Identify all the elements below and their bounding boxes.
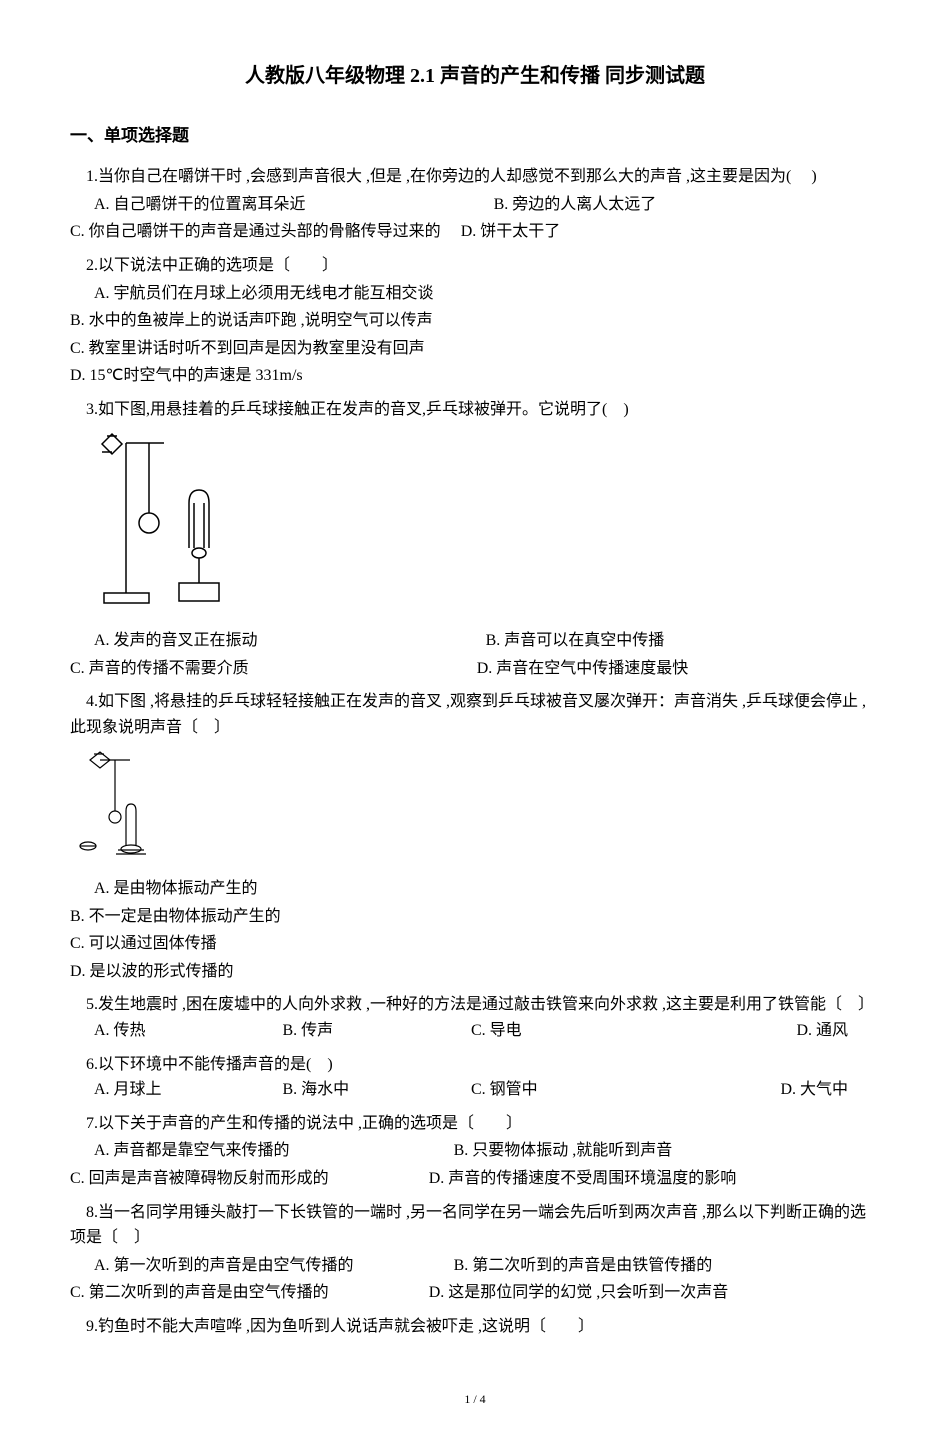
q8-option-d: D. 这是那位同学的幻觉 ,只会听到一次声音 (429, 1284, 729, 1301)
q3-row2: C. 声音的传播不需要介质 D. 声音在空气中传播速度最快 (70, 656, 880, 682)
q8-option-a: A. 第一次听到的声音是由空气传播的 (94, 1257, 354, 1274)
q3-option-a: A. 发声的音叉正在振动 (94, 632, 258, 649)
q5-options: A. 传热 B. 传声 C. 导电 D. 通风 (70, 1018, 880, 1044)
q2-option-d: D. 15℃时空气中的声速是 331m/s (70, 363, 880, 389)
question-7: 7.以下关于声音的产生和传播的说法中 ,正确的选项是〔 〕 (70, 1111, 880, 1137)
question-1: 1.当你自己在嚼饼干时 ,会感到声音很大 ,但是 ,在你旁边的人却感觉不到那么大… (70, 164, 880, 190)
q4-option-d: D. 是以波的形式传播的 (70, 959, 880, 985)
q2-option-a: A. 宇航员们在月球上必须用无线电才能互相交谈 (94, 281, 880, 307)
question-8: 8.当一名同学用锤头敲打一下长铁管的一端时 ,另一名同学在另一端会先后听到两次声… (70, 1200, 880, 1251)
q6-option-a: A. 月球上 (94, 1077, 283, 1103)
q4-figure-icon (78, 746, 153, 856)
q1-option-c: C. 你自己嚼饼干的声音是通过头部的骨骼传导过来的 (70, 223, 441, 240)
q7-option-c: C. 回声是声音被障碍物反射而形成的 (70, 1170, 329, 1187)
q3-option-d: D. 声音在空气中传播速度最快 (477, 660, 689, 677)
q2-option-b: B. 水中的鱼被岸上的说话声吓跑 ,说明空气可以传声 (70, 308, 880, 334)
q5-option-b: B. 传声 (283, 1018, 472, 1044)
q6-option-d: D. 大气中 (660, 1077, 849, 1103)
q4-option-b: B. 不一定是由物体振动产生的 (70, 904, 880, 930)
q5-option-a: A. 传热 (94, 1018, 283, 1044)
q2-option-c: C. 教室里讲话时听不到回声是因为教室里没有回声 (70, 336, 880, 362)
q3-option-c: C. 声音的传播不需要介质 (70, 660, 249, 677)
page-number: 1 / 4 (70, 1390, 880, 1409)
question-4: 4.如下图 ,将悬挂的乒乓球轻轻接触正在发声的音叉 ,观察到乒乓球被音叉屡次弹开… (70, 689, 880, 740)
q8-option-c: C. 第二次听到的声音是由空气传播的 (70, 1284, 329, 1301)
q1-option-b: B. 旁边的人离人太远了 (494, 196, 657, 213)
q6-options: A. 月球上 B. 海水中 C. 钢管中 D. 大气中 (70, 1077, 880, 1103)
q8-row2: C. 第二次听到的声音是由空气传播的 D. 这是那位同学的幻觉 ,只会听到一次声… (70, 1280, 880, 1306)
q8-option-b: B. 第二次听到的声音是由铁管传播的 (454, 1257, 713, 1274)
q4-option-a: A. 是由物体振动产生的 (94, 876, 880, 902)
question-9: 9.钓鱼时不能大声喧哗 ,因为鱼听到人说话声就会被吓走 ,这说明〔 〕 (70, 1314, 880, 1340)
q7-option-b: B. 只要物体振动 ,就能听到声音 (454, 1142, 673, 1159)
q1-option-a: A. 自己嚼饼干的位置离耳朵近 (94, 196, 306, 213)
section-heading: 一、单项选择题 (70, 122, 880, 149)
q3-option-b: B. 声音可以在真空中传播 (486, 632, 665, 649)
question-6: 6.以下环境中不能传播声音的是( ) (70, 1052, 880, 1078)
question-3: 3.如下图,用悬挂着的乒乓球接触正在发声的音叉,乒乓球被弹开。它说明了( ) (70, 397, 880, 423)
q1-row1: A. 自己嚼饼干的位置离耳朵近 B. 旁边的人离人太远了 (70, 192, 880, 218)
q6-option-c: C. 钢管中 (471, 1077, 660, 1103)
q3-figure-icon (94, 428, 224, 608)
question-2: 2.以下说法中正确的选项是〔 〕 (70, 253, 880, 279)
page-title: 人教版八年级物理 2.1 声音的产生和传播 同步测试题 (70, 60, 880, 92)
q5-option-d: D. 通风 (660, 1018, 849, 1044)
q7-row1: A. 声音都是靠空气来传播的 B. 只要物体振动 ,就能听到声音 (70, 1138, 880, 1164)
q8-row1: A. 第一次听到的声音是由空气传播的 B. 第二次听到的声音是由铁管传播的 (70, 1253, 880, 1279)
q7-option-d: D. 声音的传播速度不受周围环境温度的影响 (429, 1170, 737, 1187)
q1-row2: C. 你自己嚼饼干的声音是通过头部的骨骼传导过来的 D. 饼干太干了 (70, 219, 880, 245)
q4-option-c: C. 可以通过固体传播 (70, 931, 880, 957)
question-5: 5.发生地震时 ,困在废墟中的人向外求救 ,一种好的方法是通过敲击铁管来向外求救… (70, 992, 880, 1018)
q3-row1: A. 发声的音叉正在振动 B. 声音可以在真空中传播 (70, 628, 880, 654)
q5-option-c: C. 导电 (471, 1018, 660, 1044)
q6-option-b: B. 海水中 (283, 1077, 472, 1103)
q1-option-d: D. 饼干太干了 (461, 223, 561, 240)
q7-option-a: A. 声音都是靠空气来传播的 (94, 1142, 290, 1159)
q7-row2: C. 回声是声音被障碍物反射而形成的 D. 声音的传播速度不受周围环境温度的影响 (70, 1166, 880, 1192)
